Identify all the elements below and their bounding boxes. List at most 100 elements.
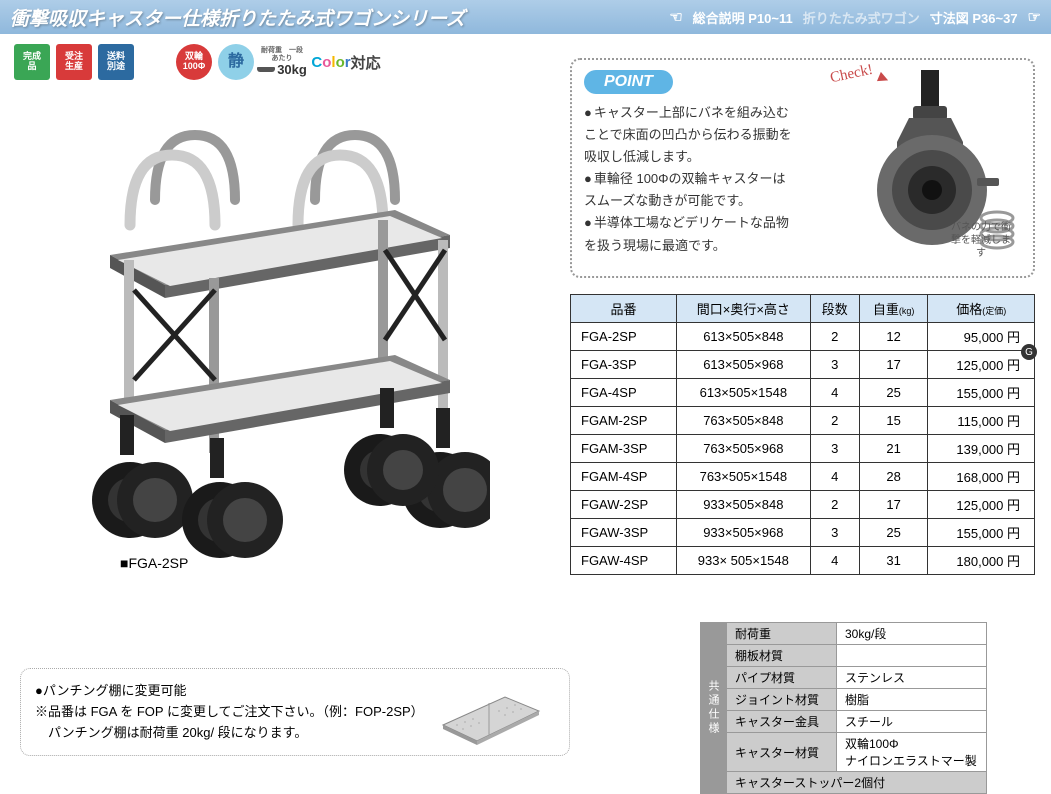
badge-twin-wheel: 双輪100Φ bbox=[176, 44, 212, 80]
spec-table: 品番 間口×奥行×高さ 段数 自重(kg) 価格(定価) FGA-2SP613×… bbox=[570, 294, 1035, 575]
caster-fr bbox=[182, 482, 283, 558]
cell-key: 棚板材質 bbox=[727, 645, 837, 667]
cell-tiers: 3 bbox=[810, 519, 859, 547]
header-title: 衝撃吸収キャスター仕様折りたたみ式ワゴンシリーズ bbox=[10, 4, 465, 31]
common-spec-row: キャスター材質双輪100Φ ナイロンエラストマー製 bbox=[727, 733, 987, 772]
col-dimensions: 間口×奥行×高さ bbox=[677, 295, 811, 323]
cell-value bbox=[837, 645, 987, 667]
spec-table-header-row: 品番 間口×奥行×高さ 段数 自重(kg) 価格(定価) bbox=[571, 295, 1035, 323]
common-spec-box: 共通仕様 耐荷重30kg/段棚板材質パイプ材質ステンレスジョイント材質樹脂キャス… bbox=[700, 622, 1035, 794]
col-tiers: 段数 bbox=[810, 295, 859, 323]
cell-value: 双輪100Φ ナイロンエラストマー製 bbox=[837, 733, 987, 772]
cell-key: キャスター材質 bbox=[727, 733, 837, 772]
cell-price: 180,000 円 bbox=[928, 547, 1035, 575]
cell-tiers: 4 bbox=[810, 379, 859, 407]
common-spec-row: キャスター金具スチール bbox=[727, 711, 987, 733]
cell-weight: 17 bbox=[859, 491, 928, 519]
caster-fl bbox=[92, 462, 193, 538]
point-box: POINT Check! ●キャスター上部にバネを組み込むことで床面の凹凸から伝… bbox=[570, 58, 1035, 278]
cell-key: キャスター金具 bbox=[727, 711, 837, 733]
cell-model: FGA-2SP bbox=[571, 323, 677, 351]
cell-price: 125,000 円 bbox=[928, 491, 1035, 519]
cell-weight: 17 bbox=[859, 351, 928, 379]
cell-price: 95,000 円 bbox=[928, 323, 1035, 351]
cell-dims: 763×505×1548 bbox=[677, 463, 811, 491]
hand-left-icon: ☜ bbox=[669, 8, 682, 26]
point-item: ●車輪径 100Φの双輪キャスターはスムーズな動きが可能です。 bbox=[584, 168, 794, 212]
spring-note: バネの力で衝撃を軽減します bbox=[947, 221, 1015, 260]
cell-value: 樹脂 bbox=[837, 689, 987, 711]
cell-model: FGAM-4SP bbox=[571, 463, 677, 491]
cell-price: 155,000 円 bbox=[928, 379, 1035, 407]
badge-color-support: Color対応 bbox=[310, 44, 382, 80]
cell-tiers: 4 bbox=[810, 463, 859, 491]
header-link-overview[interactable]: 総合説明 P10~11 bbox=[693, 8, 793, 27]
cell-key: パイプ材質 bbox=[727, 667, 837, 689]
header-link-folding: 折りたたみ式ワゴン bbox=[803, 8, 920, 27]
cell-weight: 12 bbox=[859, 323, 928, 351]
header-links: ☜ 総合説明 P10~11 折りたたみ式ワゴン 寸法図 P36~37 ☞ bbox=[669, 8, 1041, 27]
cell-tiers: 3 bbox=[810, 351, 859, 379]
cell-key: ジョイント材質 bbox=[727, 689, 837, 711]
cell-value: スチール bbox=[837, 711, 987, 733]
cell-model: FGAM-2SP bbox=[571, 407, 677, 435]
common-spec-row: パイプ材質ステンレス bbox=[727, 667, 987, 689]
cell-weight: 25 bbox=[859, 379, 928, 407]
cell-model: FGAW-2SP bbox=[571, 491, 677, 519]
common-spec-table: 耐荷重30kg/段棚板材質パイプ材質ステンレスジョイント材質樹脂キャスター金具ス… bbox=[726, 622, 987, 794]
cell-tiers: 2 bbox=[810, 407, 859, 435]
spec-table-row: FGAM-2SP763×505×848215115,000 円 bbox=[571, 407, 1035, 435]
cell-model: FGAW-4SP bbox=[571, 547, 677, 575]
badge-load-30kg: 耐荷重 一段あたり 30kg bbox=[260, 44, 304, 80]
cell-tiers: 2 bbox=[810, 491, 859, 519]
badge-quiet: 静 bbox=[218, 44, 254, 80]
spec-table-row: FGAM-3SP763×505×968321139,000 円 bbox=[571, 435, 1035, 463]
wagon-illustration bbox=[60, 90, 490, 560]
cell-model: FGA-4SP bbox=[571, 379, 677, 407]
product-image-area: ■FGA-2SP bbox=[20, 90, 550, 571]
badge-shipping-extra: 送料別途 bbox=[98, 44, 134, 80]
punching-tray-illustration bbox=[435, 685, 545, 745]
circle-g-badge: G bbox=[1021, 344, 1037, 360]
right-column: POINT Check! ●キャスター上部にバネを組み込むことで床面の凹凸から伝… bbox=[570, 58, 1035, 575]
cell-value: ステンレス bbox=[837, 667, 987, 689]
cell-dims: 763×505×848 bbox=[677, 407, 811, 435]
cell-dims: 933×505×968 bbox=[677, 519, 811, 547]
col-price: 価格(定価) bbox=[928, 295, 1035, 323]
cell-price: 168,000 円 bbox=[928, 463, 1035, 491]
cell-weight: 28 bbox=[859, 463, 928, 491]
badge-made-to-order: 受注生産 bbox=[56, 44, 92, 80]
cell-price: 155,000 円 bbox=[928, 519, 1035, 547]
cell-weight: 15 bbox=[859, 407, 928, 435]
caster-bl bbox=[344, 434, 439, 506]
cell-price: 115,000 円 bbox=[928, 407, 1035, 435]
cell-value: 30kg/段 bbox=[837, 623, 987, 645]
cell-key: 耐荷重 bbox=[727, 623, 837, 645]
spec-table-row: FGAW-3SP933×505×968325155,000 円 bbox=[571, 519, 1035, 547]
header-bar: 衝撃吸収キャスター仕様折りたたみ式ワゴンシリーズ ☜ 総合説明 P10~11 折… bbox=[0, 0, 1051, 34]
hand-right-icon: ☞ bbox=[1028, 8, 1041, 26]
cell-weight: 21 bbox=[859, 435, 928, 463]
cell-price: 125,000 円 bbox=[928, 351, 1035, 379]
cell-tiers: 4 bbox=[810, 547, 859, 575]
spec-table-row: FGA-4SP613×505×1548425155,000 円 bbox=[571, 379, 1035, 407]
point-list: ●キャスター上部にバネを組み込むことで床面の凹凸から伝わる振動を吸収し低減します… bbox=[584, 102, 794, 257]
point-item: ●キャスター上部にバネを組み込むことで床面の凹凸から伝わる振動を吸収し低減します… bbox=[584, 102, 794, 168]
common-spec-row: 棚板材質 bbox=[727, 645, 987, 667]
cell-dims: 933×505×848 bbox=[677, 491, 811, 519]
cell-dims: 933× 505×1548 bbox=[677, 547, 811, 575]
cell-price: 139,000 円 bbox=[928, 435, 1035, 463]
tray-icon bbox=[257, 67, 275, 72]
cell-dims: 613×505×848 bbox=[677, 323, 811, 351]
point-pill: POINT bbox=[584, 70, 673, 94]
punching-note-box: ●パンチング棚に変更可能 ※品番は FGA を FOP に変更してご注文下さい。… bbox=[20, 668, 570, 756]
common-spec-row: 耐荷重30kg/段 bbox=[727, 623, 987, 645]
col-weight: 自重(kg) bbox=[859, 295, 928, 323]
spec-table-row: FGAM-4SP763×505×1548428168,000 円 bbox=[571, 463, 1035, 491]
header-link-dimensions[interactable]: 寸法図 P36~37 bbox=[930, 8, 1018, 27]
cell-model: FGAM-3SP bbox=[571, 435, 677, 463]
cell-dims: 763×505×968 bbox=[677, 435, 811, 463]
spec-table-row: FGA-2SP613×505×84821295,000 円 bbox=[571, 323, 1035, 351]
spec-table-row: FGAW-4SP933× 505×1548431180,000 円 bbox=[571, 547, 1035, 575]
cell-dims: 613×505×1548 bbox=[677, 379, 811, 407]
